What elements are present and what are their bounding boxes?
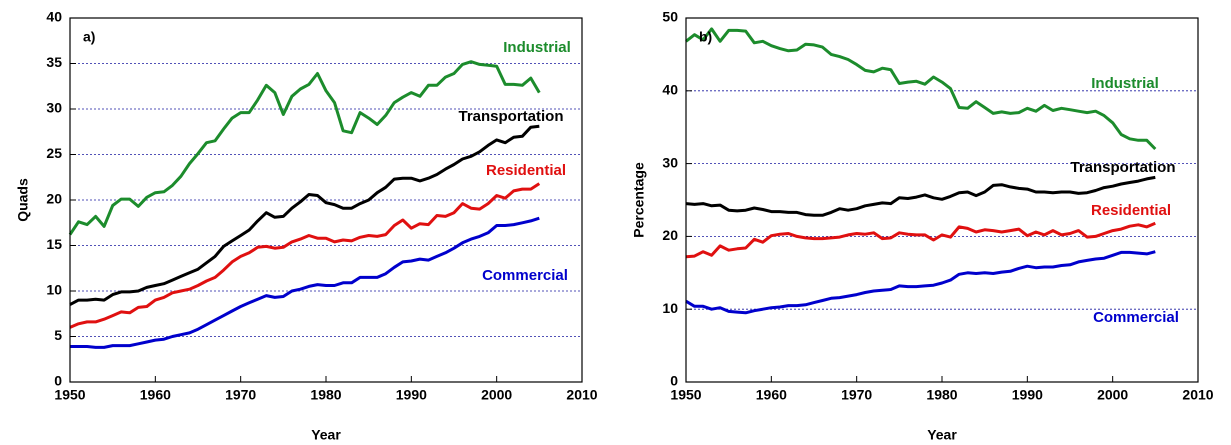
y-tick-label: 0 [670, 373, 678, 389]
y-tick-label: 20 [662, 227, 678, 243]
x-tick-label: 2000 [1097, 387, 1128, 403]
series-line [69, 182, 541, 329]
x-tick-label: 1980 [926, 387, 957, 403]
y-tick-label: 35 [46, 54, 62, 70]
series-label: Residential [486, 162, 566, 179]
series-label: Residential [1091, 202, 1171, 219]
series-line [68, 60, 541, 236]
y-tick-label: 50 [662, 9, 678, 25]
series-line [685, 175, 1156, 217]
y-tick-label: 40 [46, 9, 62, 25]
panel-label: a) [83, 29, 95, 45]
y-axis-label: Quads [15, 178, 31, 222]
series-line [685, 221, 1156, 259]
series-label: Transportation [1070, 159, 1175, 176]
y-tick-label: 40 [662, 82, 678, 98]
x-axis-label: Year [311, 427, 341, 443]
plot-frame [685, 17, 1199, 383]
x-tick-label: 2000 [481, 387, 512, 403]
y-tick-label: 30 [46, 100, 62, 116]
series-line [685, 250, 1156, 315]
x-tick-label: 2010 [566, 387, 597, 403]
series-label: Industrial [1091, 75, 1159, 92]
x-tick-label: 1970 [841, 387, 872, 403]
plot-frame [69, 17, 583, 383]
x-axis-label: Year [927, 427, 957, 443]
x-tick-label: 1990 [1012, 387, 1043, 403]
y-tick-label: 25 [46, 145, 62, 161]
series-line [69, 124, 540, 306]
x-tick-label: 1980 [310, 387, 341, 403]
series-label: Industrial [503, 39, 571, 56]
series-line [70, 216, 540, 349]
x-tick-label: 1990 [396, 387, 427, 403]
y-tick-label: 10 [662, 300, 678, 316]
y-tick-label: 30 [662, 154, 678, 170]
series-label: Commercial [1093, 309, 1179, 326]
y-tick-label: 10 [46, 282, 62, 298]
y-tick-label: 0 [54, 373, 62, 389]
x-tick-label: 1960 [756, 387, 787, 403]
y-tick-label: 15 [46, 236, 62, 252]
x-tick-label: 2010 [1182, 387, 1213, 403]
series-label: Commercial [482, 267, 568, 284]
x-tick-label: 1950 [54, 387, 85, 403]
series-label: Transportation [458, 108, 563, 125]
x-tick-label: 1960 [140, 387, 171, 403]
y-tick-label: 5 [54, 327, 62, 343]
y-tick-label: 20 [46, 191, 62, 207]
panel-label: b) [699, 29, 712, 45]
x-tick-label: 1950 [670, 387, 701, 403]
x-tick-label: 1970 [225, 387, 256, 403]
y-axis-label: Percentage [631, 162, 647, 238]
series-line [685, 27, 1157, 151]
